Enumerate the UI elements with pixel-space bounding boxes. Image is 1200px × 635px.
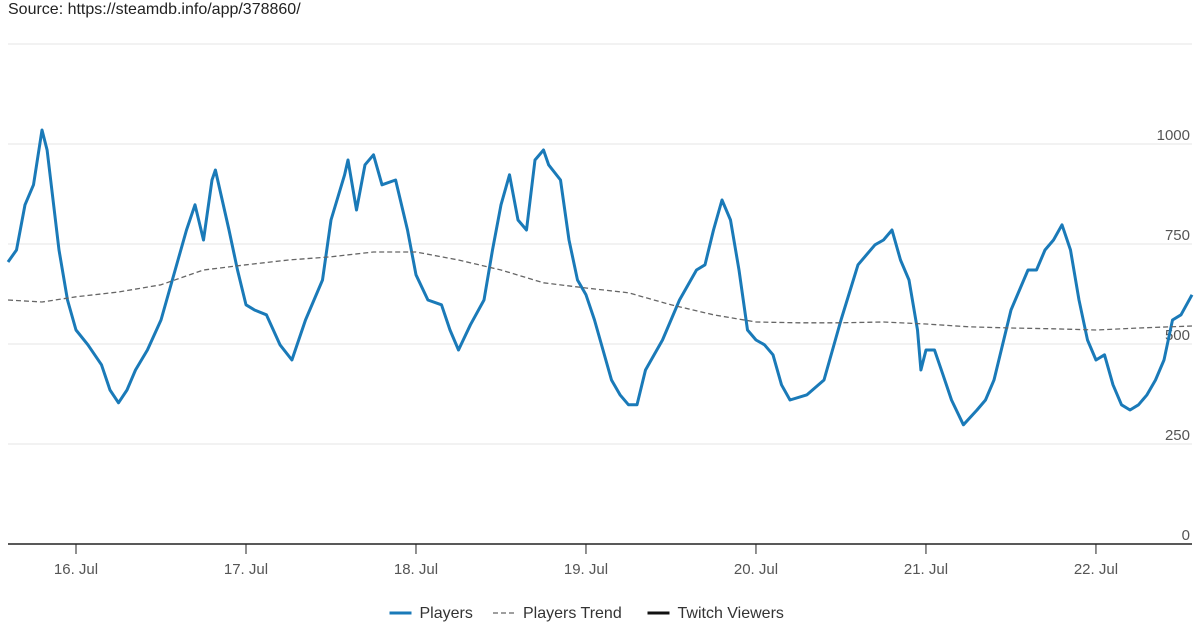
chart-subtitle: Source: https://steamdb.info/app/378860/ [8, 1, 301, 18]
legend-label: Players [420, 605, 473, 622]
x-tick-label: 17. Jul [224, 561, 268, 578]
legend: Players Players Trend Twitch Viewers [389, 605, 784, 622]
series-line [6, 128, 1194, 427]
x-tick-label: 22. Jul [1074, 561, 1118, 578]
x-tick-label: 20. Jul [734, 561, 778, 578]
y-tick-label: 0 [1182, 527, 1190, 544]
legend-label: Players Trend [523, 605, 622, 622]
x-tick-label: 16. Jul [54, 561, 98, 578]
legend-label: Twitch Viewers [678, 605, 784, 622]
x-tick-label: 18. Jul [394, 561, 438, 578]
y-tick-label: 250 [1165, 427, 1190, 444]
y-tick-label: 1000 [1157, 127, 1190, 144]
series-line [7, 251, 1193, 331]
x-tick-label: 21. Jul [904, 561, 948, 578]
x-tick-label: 19. Jul [564, 561, 608, 578]
y-tick-label: 750 [1165, 227, 1190, 244]
